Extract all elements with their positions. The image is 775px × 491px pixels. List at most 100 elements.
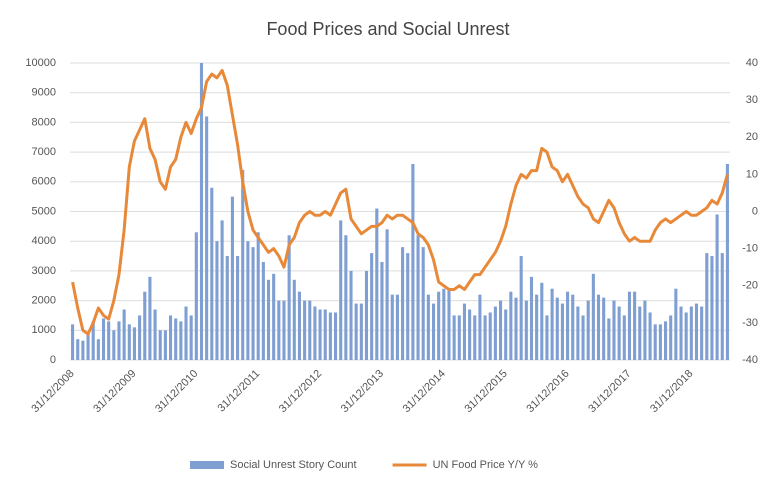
y2-tick-label: -30 <box>742 317 758 329</box>
bar <box>71 324 75 360</box>
bar <box>560 303 564 360</box>
bar <box>710 256 714 360</box>
bar <box>679 306 683 360</box>
chart-title: Food Prices and Social Unrest <box>266 19 509 39</box>
bar <box>349 270 353 360</box>
bar <box>236 256 240 360</box>
y2-tick-label: -40 <box>742 354 758 366</box>
bar <box>184 306 188 360</box>
bar <box>555 297 559 360</box>
bar <box>334 312 338 360</box>
bar <box>225 256 229 360</box>
y-tick-label: 3000 <box>32 265 56 277</box>
bar <box>426 294 430 360</box>
y-tick-label: 8000 <box>32 116 56 128</box>
bar <box>653 324 657 360</box>
bar <box>499 300 503 360</box>
bar <box>576 306 580 360</box>
bar <box>674 288 678 360</box>
bar <box>132 327 136 360</box>
bar <box>529 276 534 360</box>
bar <box>101 318 106 360</box>
bar <box>251 247 255 360</box>
bar <box>612 300 616 360</box>
bar <box>215 241 219 360</box>
bar <box>241 169 245 360</box>
bar <box>339 220 343 360</box>
bar <box>421 247 425 360</box>
bar <box>689 306 693 360</box>
bar <box>509 291 513 360</box>
legend-swatch <box>190 461 224 469</box>
bar <box>715 214 719 360</box>
legend-label: Social Unrest Story Count <box>230 459 357 471</box>
bar <box>550 288 554 360</box>
bar <box>514 297 518 360</box>
bar <box>328 312 332 360</box>
bar <box>210 187 214 360</box>
bar <box>256 232 260 360</box>
y2-tick-label: -10 <box>742 243 758 255</box>
y-tick-label: 9000 <box>32 87 56 99</box>
bar <box>277 300 281 360</box>
bar <box>359 303 363 360</box>
bar <box>261 261 265 360</box>
bar <box>488 312 492 360</box>
bar <box>370 253 374 360</box>
bar <box>318 309 322 360</box>
y-tick-label: 10000 <box>25 57 56 69</box>
y2-tick-label: 30 <box>746 94 758 106</box>
bar <box>303 300 307 360</box>
bar <box>669 315 673 360</box>
bar <box>199 63 204 360</box>
bar <box>431 303 436 360</box>
bar <box>282 300 286 360</box>
bar <box>468 309 472 360</box>
bar <box>483 315 487 360</box>
bar <box>596 294 601 360</box>
bar <box>292 279 296 360</box>
bar <box>138 315 142 360</box>
y2-tick-label: -20 <box>742 280 758 292</box>
bar <box>354 303 358 360</box>
bar <box>493 306 497 360</box>
bar <box>81 340 85 360</box>
bar <box>86 333 90 360</box>
y-tick-label: 0 <box>50 354 56 366</box>
bar <box>375 208 379 360</box>
bar <box>189 315 193 360</box>
bar <box>586 300 590 360</box>
bar <box>540 282 544 360</box>
bar <box>643 300 647 360</box>
bar <box>519 256 523 360</box>
bar <box>91 321 95 360</box>
bar <box>179 321 183 360</box>
bar <box>76 339 80 360</box>
bar <box>566 291 570 360</box>
bar <box>380 261 384 360</box>
bar <box>96 339 100 360</box>
bar <box>143 291 147 360</box>
y2-tick-label: 10 <box>746 168 758 180</box>
bar <box>163 330 167 360</box>
bar <box>230 196 234 360</box>
bar <box>627 291 631 360</box>
bar <box>107 321 111 360</box>
bar <box>112 330 116 360</box>
bar <box>452 315 456 360</box>
bar <box>473 315 477 360</box>
bar <box>174 318 178 360</box>
bar <box>194 232 198 360</box>
bar <box>725 163 729 360</box>
bar <box>287 235 291 360</box>
y2-tick-label: 0 <box>752 205 758 217</box>
bar <box>622 315 626 360</box>
bar <box>406 253 410 360</box>
bar <box>220 220 224 360</box>
bar <box>390 294 394 360</box>
bar <box>308 300 312 360</box>
bar <box>684 312 688 360</box>
bar <box>700 306 704 360</box>
bar <box>297 291 301 360</box>
y-tick-label: 6000 <box>32 176 56 188</box>
